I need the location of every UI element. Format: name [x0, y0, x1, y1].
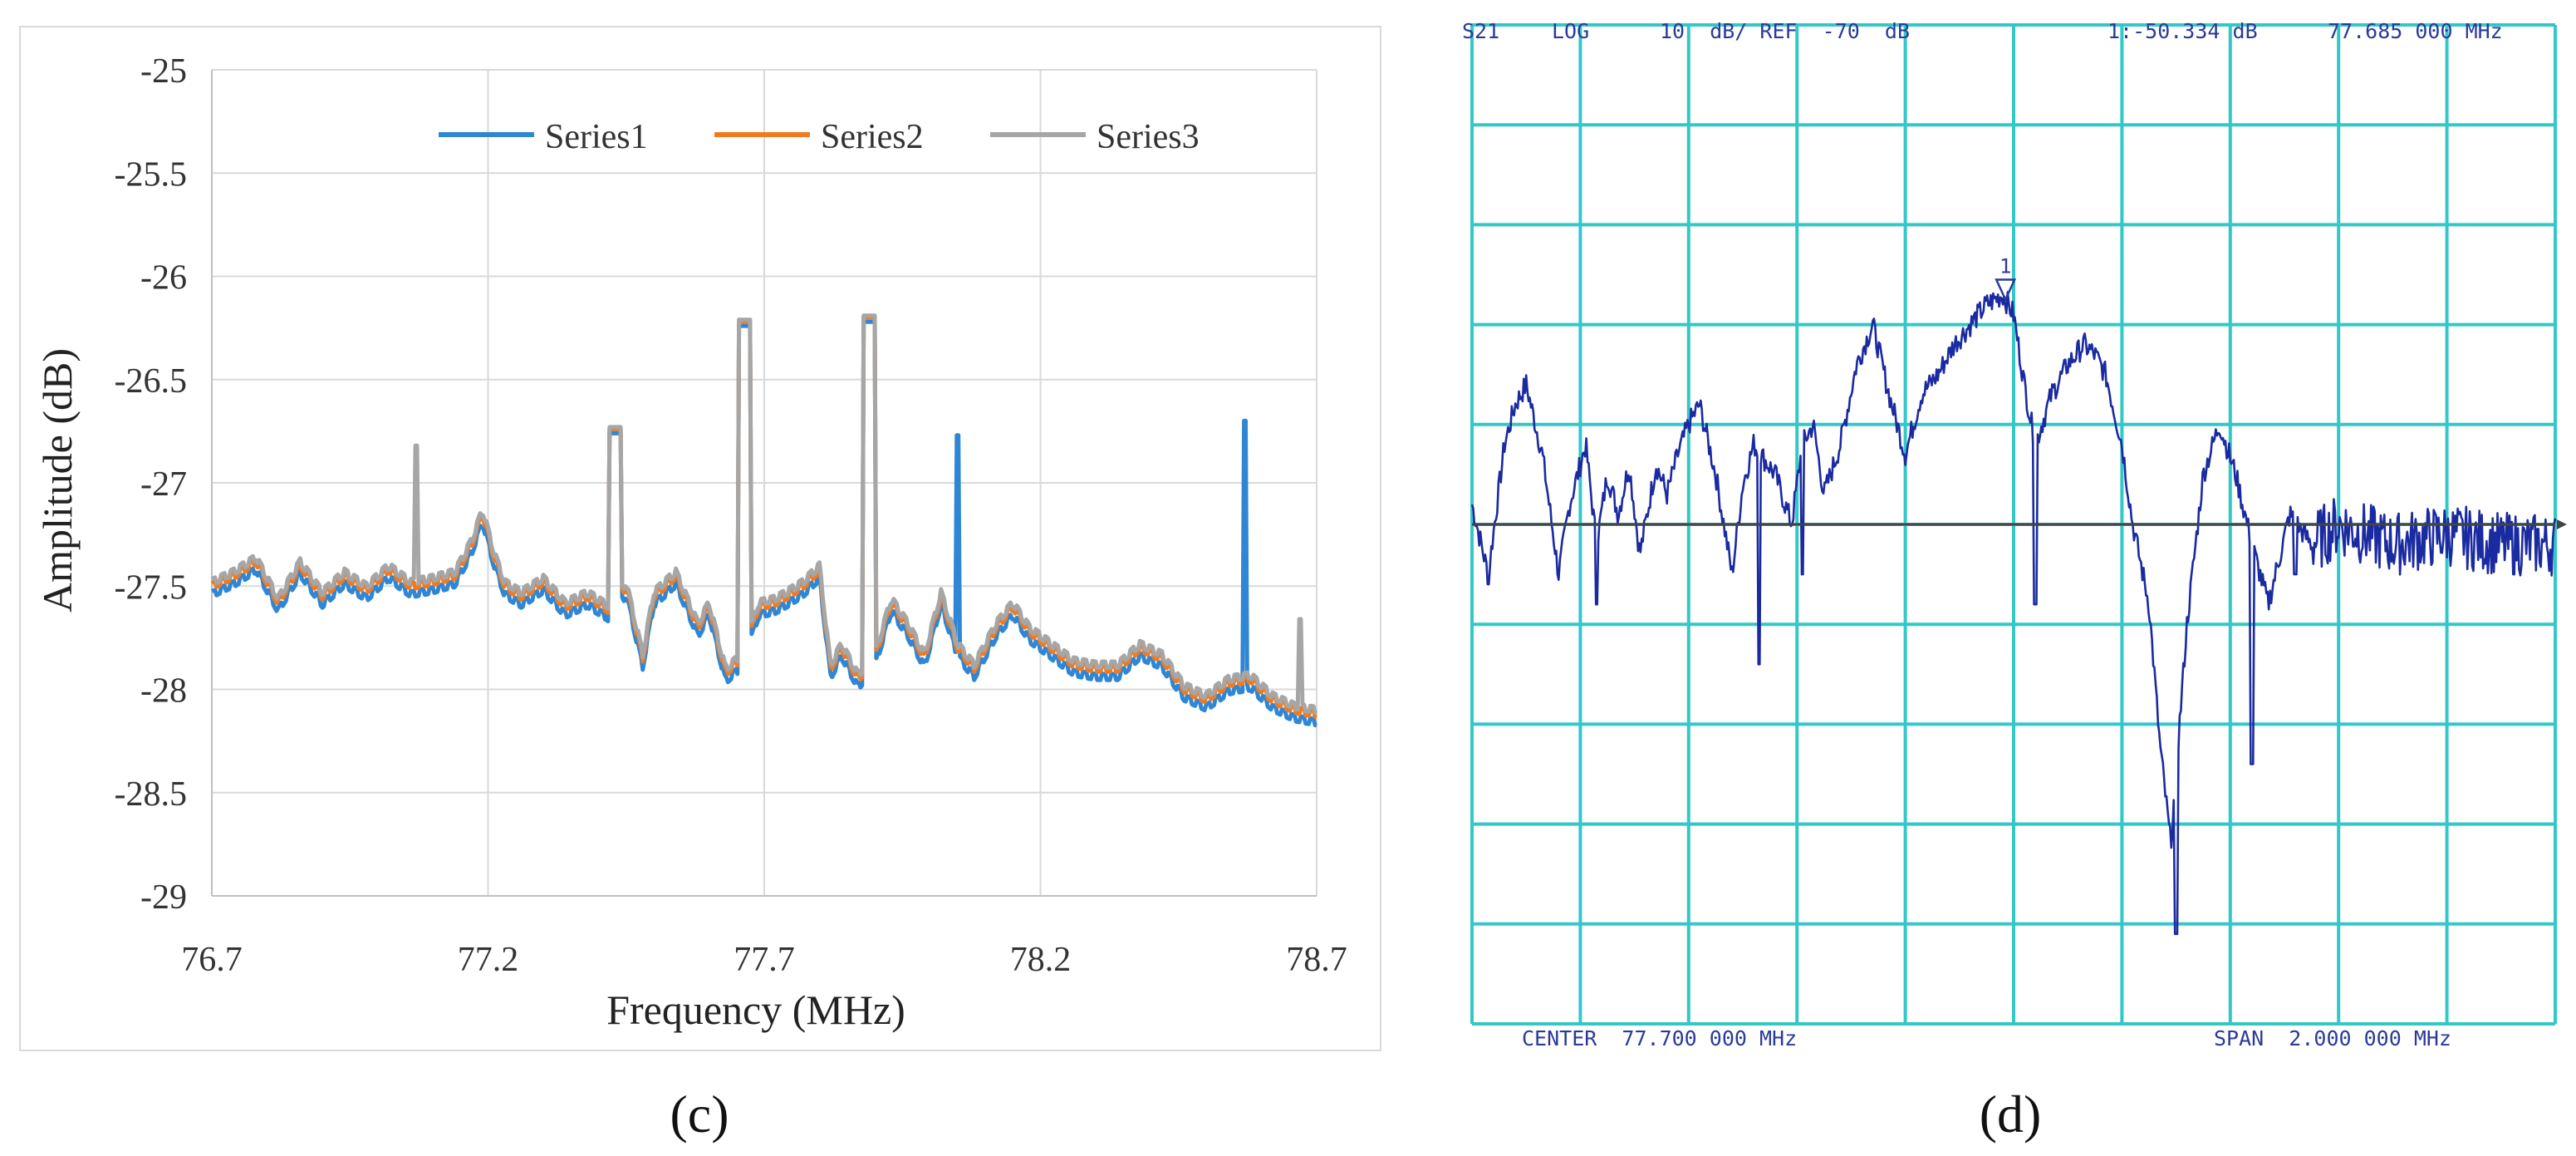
panel-c-series-series1: [210, 319, 1317, 728]
panel-c-y-tick-label: -27: [140, 465, 187, 504]
panel-d-format-label: LOG: [1552, 19, 1589, 43]
panel-c-y-tick-label: -25.5: [115, 155, 188, 194]
panel-d-marker-readout: 1:-50.334 dB: [2107, 19, 2258, 43]
panel-c-axes: [211, 70, 1317, 897]
panel-c-x-tick-label: 78.2: [1010, 941, 1072, 979]
panel-c-y-tick-label: -28.5: [115, 775, 188, 814]
panel-c-series-lines: [210, 313, 1317, 728]
panel-c-y-axis-label: Amplitude (dB): [34, 348, 81, 612]
panel-c-series-series3: [210, 313, 1317, 716]
panel-c-y-tick-labels: -25 -25.5 -26 -26.5 -27 -27.5 -28 -28.5 -29: [115, 52, 188, 917]
panel-d-reference-arrow: [2557, 519, 2567, 529]
panel-d-span: SPAN 2.000 000 MHz: [2214, 1026, 2451, 1050]
panel-d-reference-line: [1472, 519, 2567, 529]
panel-d-marker-triangle: [1995, 278, 2017, 303]
panel-d-marker-label: 1: [1999, 255, 2011, 278]
panel-c-x-tick-label: 77.7: [734, 941, 795, 979]
panel-c-y-tick-label: -27.5: [115, 568, 188, 607]
panel-d-center-frequency: CENTER 77.700 000 MHz: [1522, 1026, 1797, 1050]
panel-d-s21-trace: [1470, 291, 2557, 936]
panel-d-marker: 1: [1995, 255, 2017, 303]
panel-c-legend-label: Series2: [821, 118, 924, 156]
panel-d-param-label: S21: [1462, 19, 1499, 43]
panel-c-y-tick-label: -25: [140, 52, 187, 91]
panel-c-y-tick-label: -29: [140, 878, 187, 917]
panel-c-y-tick-label: -26: [140, 259, 187, 298]
panel-c-y-tick-label: -28: [140, 672, 187, 711]
panel-c-legend: Series1 Series2 Series3: [439, 118, 1200, 156]
panel-c-chart: -25 -25.5 -26 -26.5 -27 -27.5 -28 -28.5 -29 76.7…: [19, 26, 1381, 1144]
panel-c-x-tick-label: 76.7: [181, 941, 243, 979]
panel-d-marker-frequency: 77.685 000 MHz: [2328, 19, 2503, 43]
panel-d-caption: (d): [1980, 1085, 2042, 1144]
panel-c-x-axis-label: Frequency (MHz): [606, 986, 905, 1033]
panel-c-x-tick-label: 77.2: [458, 941, 519, 979]
panel-c-frame: [19, 26, 1381, 1051]
panel-c-x-tick-label: 78.7: [1286, 941, 1347, 979]
panel-d-network-analyzer: 1 S21 LOG 10 dB/ REF -70 dB 1:-50.334 dB…: [1462, 19, 2567, 1144]
panel-c-x-tick-labels: 76.7 77.2 77.7 78.2 78.7: [181, 941, 1347, 979]
panel-c-y-tick-label: -26.5: [115, 362, 188, 401]
panel-c-caption: (c): [670, 1085, 729, 1144]
panel-d-trace: [1470, 291, 2557, 936]
panel-c-legend-label: Series3: [1097, 118, 1200, 156]
panel-c-legend-label: Series1: [545, 118, 648, 156]
panel-d-scale-label: 10 dB/ REF -70 dB: [1660, 19, 1910, 43]
